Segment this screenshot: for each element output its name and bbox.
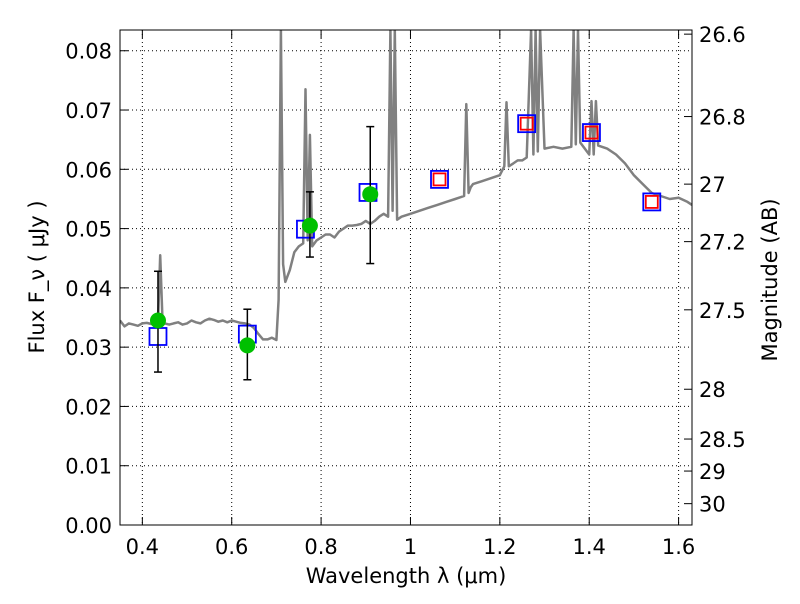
model-square-blue: [582, 123, 601, 142]
y2-tick-label: 26.8: [699, 106, 746, 130]
model-square-red: [432, 172, 447, 187]
y-axis-label: Flux F_ν ( μJy ): [25, 200, 50, 353]
axis-layer: 0.4 0.6 0.8 1 1.2 1.4 1.6 0.00 0.01 0.02 0.03 0.04 0…: [65, 23, 746, 559]
x-tick-label: 1.2: [483, 535, 516, 559]
model-square-red: [519, 116, 534, 131]
y2-tick-label: 27: [699, 173, 726, 197]
y-tick-label: 0.07: [65, 99, 112, 123]
y2-axis-label: Magnitude (AB): [758, 198, 782, 361]
x-axis-label: Wavelength λ (μm): [306, 564, 507, 588]
model-square-blue: [642, 192, 662, 212]
y-tick-label: 0.04: [65, 277, 112, 301]
observed-point: [301, 217, 318, 234]
y-tick-label: 0.08: [65, 40, 112, 64]
x-tick-label: 0.4: [126, 535, 159, 559]
y2-tick-label: 29: [699, 460, 726, 484]
y2-tick-label: 27.2: [699, 231, 746, 255]
model-square-blue: [430, 169, 449, 189]
x-tick-label: 1.6: [662, 535, 695, 559]
y2-tick-label: 26.6: [699, 23, 746, 47]
model-square-red: [644, 195, 659, 209]
observed-point: [149, 312, 166, 329]
x-tick-label: 1: [404, 535, 417, 559]
model-square-blue: [517, 114, 537, 134]
y-tick-label: 0.00: [65, 514, 112, 538]
x-tick-label: 0.6: [215, 535, 248, 559]
spectrum-line: [120, 30, 692, 342]
x-tick-label: 1.4: [573, 535, 606, 559]
y2-tick-label: 28: [699, 378, 726, 402]
y-tick-label: 0.05: [65, 218, 112, 242]
y-tick-label: 0.06: [65, 158, 112, 182]
model-square-red: [584, 125, 599, 140]
grid-layer: [120, 30, 692, 526]
observed-point: [239, 337, 256, 354]
y2-tick-label: 27.5: [699, 299, 746, 323]
x-tick-label: 0.8: [304, 535, 337, 559]
observed-point: [362, 186, 379, 203]
y-tick-label: 0.01: [65, 455, 112, 479]
y2-tick-label: 28.5: [699, 428, 746, 452]
plot-layer: [120, 30, 692, 381]
y-tick-label: 0.02: [65, 395, 112, 419]
plot-frame: [119, 29, 693, 526]
y-tick-label: 0.03: [65, 336, 112, 360]
y2-tick-label: 30: [699, 493, 726, 517]
